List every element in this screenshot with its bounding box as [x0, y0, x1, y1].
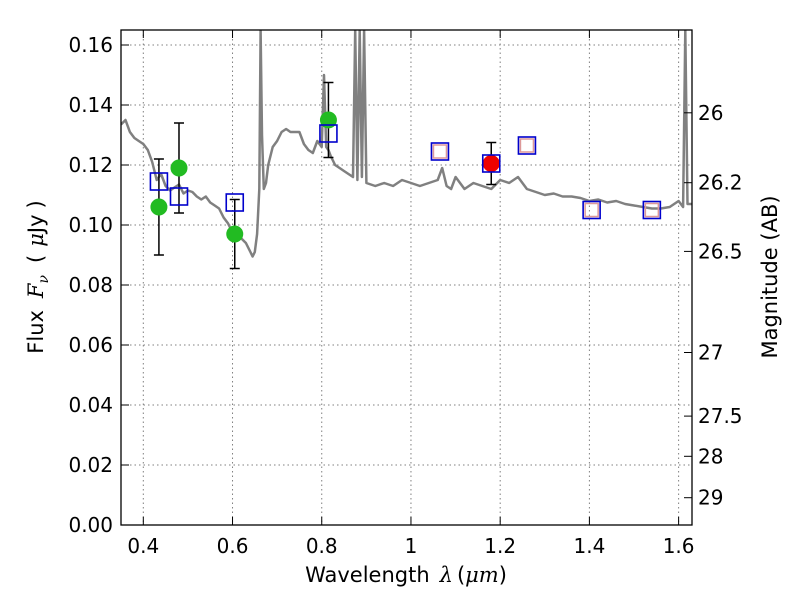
y-axis-symbol: F [24, 282, 48, 299]
x-tick-label: 0.6 [217, 534, 249, 558]
model-photometry-square [517, 136, 537, 155]
y-tick-label: 0.06 [68, 333, 113, 357]
observed-optical-point [170, 159, 188, 177]
x-tick-label: 1 [405, 534, 418, 558]
y-axis-label: Flux Fν ( μJy) [24, 200, 52, 353]
y-axis-unit-open: ( [24, 255, 48, 263]
x-axis-unit-open: ( [457, 563, 465, 587]
observed-optical-point [319, 111, 337, 129]
upper-limit-marker [644, 202, 660, 218]
x-axis-symbol: λ [439, 563, 453, 587]
y-tick-label: 0.12 [68, 153, 113, 177]
y-tick-label: 0.08 [68, 273, 113, 297]
axis-ticks: 0.4 0.6 0.8 1 1.2 1.4 1.6 0.00 0.02 0.04 0.06 0.08 0… [68, 30, 743, 558]
y2-axis-label: Magnitude (AB) [758, 195, 782, 358]
y2-tick-label: 27 [698, 341, 723, 365]
plot-area [121, 30, 692, 270]
y-axis-unit-close: ) [24, 200, 48, 208]
model-photometry-square [642, 200, 662, 220]
model-photometry-square [149, 172, 169, 191]
y-tick-label: 0.00 [68, 513, 113, 537]
x-axis-unit-close: ) [499, 563, 507, 587]
x-tick-label: 1.4 [573, 534, 605, 558]
x-tick-label: 0.8 [306, 534, 338, 558]
model-photometry-square [169, 187, 189, 206]
x-tick-label: 1.6 [663, 534, 695, 558]
x-axis-label-text: Wavelength [305, 563, 430, 587]
observed-nir-point [482, 155, 500, 172]
upper-limit-marker [432, 144, 448, 159]
observed-optical-point [150, 198, 168, 216]
y-axis-unit: Jy [24, 214, 48, 235]
y2-tick-label: 29 [698, 486, 723, 510]
y2-tick-label: 28 [698, 444, 723, 468]
model-photometry-square [481, 154, 501, 173]
model-photometry-square [319, 124, 338, 143]
y2-tick-label: 26.5 [698, 239, 743, 263]
model-photometry-square [225, 193, 245, 212]
y-tick-label: 0.04 [68, 393, 113, 417]
y-axis-label-text: Flux [24, 310, 48, 354]
y-axis-unit-mu: μ [24, 233, 48, 247]
upper-limit-marker [519, 138, 535, 153]
y2-tick-label: 26.2 [698, 171, 743, 195]
y2-tick-label: 26 [698, 101, 723, 125]
y2-tick-label: 27.5 [698, 404, 743, 428]
x-tick-label: 0.4 [127, 534, 159, 558]
y-tick-label: 0.02 [68, 453, 113, 477]
y-tick-label: 0.14 [68, 93, 113, 117]
plot-frame [120, 29, 693, 526]
upper-limit-marker [584, 202, 599, 218]
y-tick-label: 0.16 [68, 33, 113, 57]
model-photometry-square [430, 142, 450, 161]
model-photometry-square [582, 200, 601, 220]
grid-lines [121, 30, 692, 526]
x-axis-unit: μm [465, 563, 499, 587]
y-tick-label: 0.10 [68, 213, 113, 237]
x-axis-label: Wavelength λ (μm) [305, 563, 507, 587]
y-axis-subscript: ν [36, 274, 52, 283]
observed-optical-point [226, 225, 244, 243]
x-tick-label: 1.2 [484, 534, 516, 558]
model-sed-line [121, 30, 692, 258]
